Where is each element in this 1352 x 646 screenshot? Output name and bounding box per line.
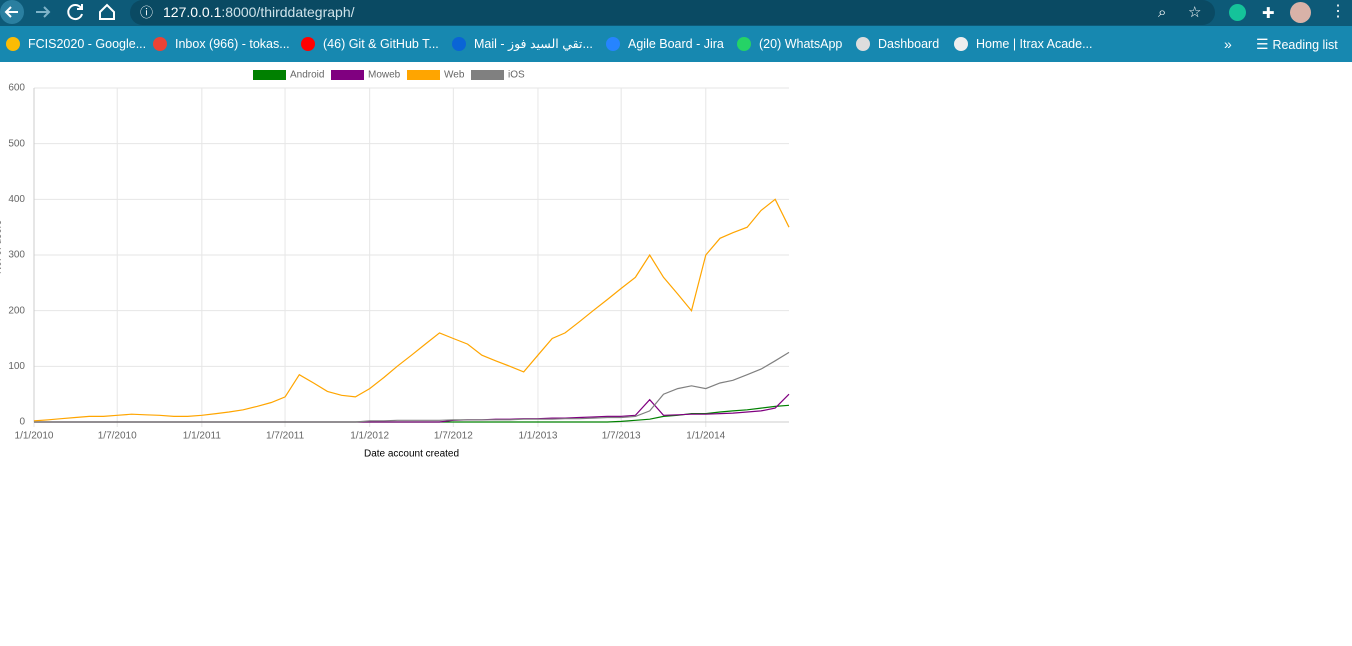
x-tick-label: 1/7/2011 bbox=[266, 431, 305, 442]
legend-swatch bbox=[407, 70, 440, 80]
reading-list-label: Reading list bbox=[1272, 38, 1338, 52]
profile-avatar[interactable] bbox=[1290, 2, 1311, 23]
legend-swatch bbox=[471, 70, 504, 80]
bookmark[interactable]: (46) Git & GitHub T... bbox=[323, 37, 439, 51]
x-axis-label: Date account created bbox=[364, 449, 459, 460]
star-icon[interactable]: ☆ bbox=[1188, 4, 1202, 21]
bookmarks-bar: » ☰ Reading list FCIS2020 - Google... Inb… bbox=[0, 26, 1352, 62]
legend-label: iOS bbox=[508, 70, 525, 81]
reload-button[interactable] bbox=[67, 4, 83, 21]
series-line bbox=[34, 404, 790, 423]
bookmark-icon bbox=[954, 37, 968, 51]
home-button[interactable] bbox=[99, 3, 115, 20]
y-tick-label: 500 bbox=[8, 138, 25, 149]
x-tick-label: 1/1/2014 bbox=[686, 431, 725, 442]
bookmark[interactable]: (20) WhatsApp bbox=[759, 37, 843, 51]
bookmark[interactable]: Inbox (966) - tokas... bbox=[175, 37, 290, 51]
x-tick-label: 1/1/2011 bbox=[183, 431, 222, 442]
x-tick-label: 1/7/2013 bbox=[602, 431, 641, 442]
x-tick-label: 1/1/2010 bbox=[15, 431, 54, 442]
legend-swatch bbox=[253, 70, 286, 80]
series-line bbox=[34, 351, 790, 423]
grammarly-icon[interactable] bbox=[1229, 4, 1246, 21]
x-tick-label: 1/1/2012 bbox=[350, 431, 389, 442]
x-tick-label: 1/7/2010 bbox=[98, 431, 137, 442]
back-icon bbox=[4, 6, 18, 18]
bookmark[interactable]: FCIS2020 - Google... bbox=[28, 37, 147, 51]
y-tick-label: 200 bbox=[8, 305, 25, 316]
bookmark-icon bbox=[606, 37, 620, 51]
x-tick-label: 1/7/2012 bbox=[434, 431, 473, 442]
menu-icon[interactable]: ⋮ bbox=[1330, 3, 1346, 20]
bookmark[interactable]: Mail - تقي السيد فوز... bbox=[474, 37, 593, 51]
url-path: :8000/thirddategraph/ bbox=[221, 4, 355, 20]
y-tick-label: 400 bbox=[8, 194, 25, 205]
more-bookmarks[interactable]: » bbox=[1224, 36, 1232, 52]
bookmark-icon bbox=[153, 37, 167, 51]
y-tick-label: 300 bbox=[8, 250, 25, 261]
bookmark[interactable]: Home | Itrax Acade... bbox=[976, 37, 1093, 51]
nav-buttons bbox=[0, 0, 115, 24]
y-tick-label: 100 bbox=[8, 361, 25, 372]
y-tick-label: 600 bbox=[8, 83, 25, 94]
bookmark[interactable]: Agile Board - Jira bbox=[628, 37, 724, 51]
legend-swatch bbox=[331, 70, 364, 80]
y-axis-label: No. of users bbox=[0, 220, 4, 274]
bookmark-icon bbox=[6, 37, 20, 51]
x-tick-label: 1/1/2013 bbox=[518, 431, 557, 442]
y-tick-label: 0 bbox=[19, 417, 25, 428]
bookmark-icon bbox=[856, 37, 870, 51]
bookmark-icon bbox=[452, 37, 466, 51]
info-icon: ⓘ bbox=[140, 5, 154, 20]
forward-button[interactable] bbox=[36, 6, 51, 18]
bookmark-icon bbox=[737, 37, 751, 51]
reading-list[interactable]: ☰ Reading list bbox=[1256, 36, 1338, 52]
legend-label: Moweb bbox=[368, 70, 401, 81]
toolbar: ⓘ 127.0.0.1:8000/thirddategraph/ ⌕ ☆ ✚ ⋮ bbox=[0, 0, 1352, 26]
extensions-icon[interactable]: ✚ bbox=[1262, 5, 1275, 22]
legend-label: Web bbox=[444, 70, 465, 81]
bookmark-icon bbox=[301, 37, 315, 51]
bookmark[interactable]: Dashboard bbox=[878, 37, 940, 51]
zoom-icon[interactable]: ⌕ bbox=[1158, 4, 1167, 21]
series-line bbox=[33, 198, 790, 422]
url-host: 127.0.0.1 bbox=[163, 4, 222, 20]
legend-label: Android bbox=[290, 70, 324, 81]
series-line bbox=[34, 393, 790, 423]
chart: 0 100 200 300 400 500 600 1/1/2010 1/7/2010 1/1/2… bbox=[0, 70, 790, 460]
address-bar[interactable]: ⓘ 127.0.0.1:8000/thirddategraph/ ⌕ ☆ bbox=[130, 0, 1215, 25]
